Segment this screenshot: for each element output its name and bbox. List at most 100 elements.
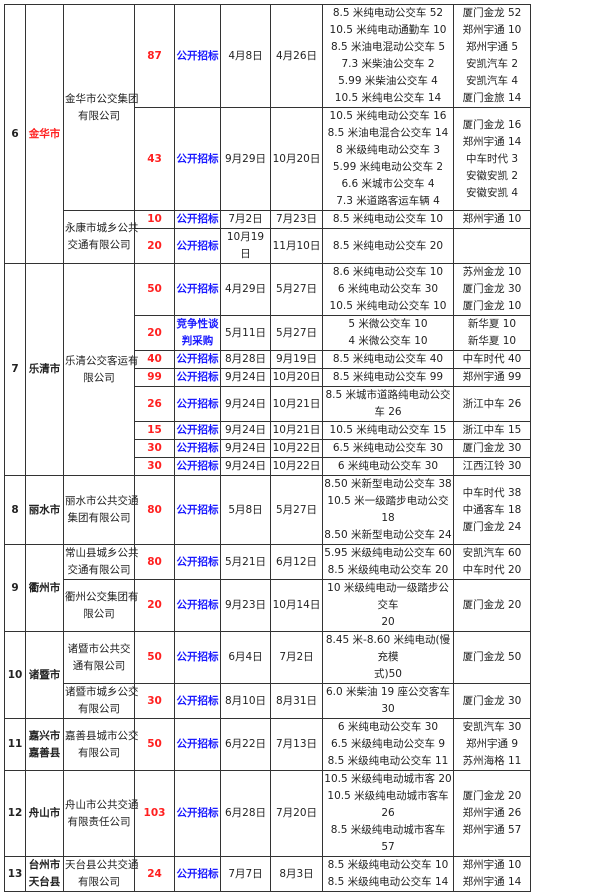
vehicle-models: 6 米纯电动公交车 30 6.5 米级纯电动公交车 9 8.5 米级纯电动公交车 1… [322,718,454,771]
procurement-method: 公开招标 [174,544,221,580]
winning-suppliers: 江西江铃 30 [453,457,531,476]
company-name: 乐清公交客运有 限公司 [63,263,139,476]
supplier-line: 厦门金旅 14 [462,92,522,104]
method-line: 公开招标 [176,807,219,819]
city-name: 丽水市 [25,475,64,545]
method-line: 公开招标 [176,239,219,252]
start-date: 6月4日 [220,631,271,684]
end-date: 10月21日 [270,386,323,422]
supplier-line: 厦门金龙 52 [462,7,522,19]
procurement-method: 公开招标 [174,368,221,387]
city-line: 嘉善县 [28,746,61,759]
vehicle-models: 8.5 米纯电动公交车 20 [322,228,454,264]
method-line: 公开招标 [176,503,219,516]
vehicle-models: 6.0 米柴油 19 座公交客车 30 [322,683,454,719]
end-date: 8月3日 [270,856,323,892]
model-line: 5.99 米纯电动公交车 2 [332,161,444,173]
supplier-line: 郑州宇通 14 [462,135,522,148]
model-line: 5.99 米柴油公交车 4 [338,75,438,87]
vehicle-models: 8.5 米纯电动公交车 10 [322,210,454,229]
winning-suppliers: 厦门金龙 52 郑州宇通 10 郑州宇通 5 安凯汽车 2 安凯汽车 4 厦门金旅 14 [453,4,531,108]
table-row: 6 金华市 金华市公交集团 有限公司 87 公开招标 4月8日 4月26日 8.5 米纯电动公交… [4,4,531,264]
company-name: 天台县公共交通 有限公司 [63,856,139,892]
vehicle-models: 8.5 米级纯电动公交车 10 8.5 米级纯电动公交车 14 [322,856,454,892]
procurement-method: 公开招标 [174,856,221,892]
company-line: 常山县城乡公共 [65,547,139,559]
city-name: 诸暨市 [25,631,64,719]
supplier-line: 中车时代 3 [465,152,519,165]
procurement-method: 公开招标 [174,457,221,476]
start-date: 9月24日 [220,421,271,440]
row-number: 9 [4,544,26,632]
supplier-line: 郑州宇通 10 [462,859,522,871]
supplier-line: 浙江中车 26 [462,397,522,410]
method-line: 公开招标 [176,283,219,295]
start-date: 9月24日 [220,386,271,422]
quantity: 43 [134,107,175,211]
company-line: 诸暨市公共交 [67,642,131,655]
table-row: 30 公开招标 9月24日 10月22日 6.5 米纯电动公交车 30 厦门金龙 30 [5,439,531,458]
procurement-method: 公开招标 [174,439,221,458]
end-date: 11月10日 [270,228,323,264]
procurement-method: 公开招标 [174,631,221,684]
quantity: 10 [134,210,175,229]
supplier-line: 苏州海格 11 [462,755,522,767]
end-date: 5月27日 [270,263,323,316]
procurement-method: 公开招标 [174,228,221,264]
end-date: 7月2日 [270,631,323,684]
supplier-line: 郑州宇通 5 [465,41,519,53]
supplier-line: 安凯汽车 30 [462,721,522,733]
company-line: 丽水市公共交通 [65,495,139,507]
end-date: 7月23日 [270,210,323,229]
supplier-line: 郑州宇通 14 [462,876,522,888]
supplier-line: 厦门金龙 30 [462,694,522,707]
company-line: 金华市公交集团 [65,92,139,105]
supplier-line: 新华夏 10 [467,335,517,347]
winning-suppliers: 厦门金龙 20 郑州宇通 26 郑州宇通 57 [453,770,531,857]
table-row: 12 舟山市 舟山市公共交通 有限责任公司 103 公开招标 6月28日 7月20日 10.5 … [4,770,531,857]
quantity: 103 [134,770,175,857]
company-line: 限公司 [83,371,115,384]
supplier-line: 厦门金龙 30 [462,283,522,295]
city-name: 台州市 天台县 [25,856,64,892]
supplier-line: 新华夏 10 [467,318,517,330]
winning-suppliers: 中车时代 40 [453,350,531,369]
method-line: 公开招标 [176,555,219,568]
company-line: 通有限公司 [72,659,126,672]
city-name: 衢州市 [25,544,64,632]
vehicle-models: 8.5 米城市道路纯电动公交车 26 [322,386,454,422]
city-name: 金华市 [25,4,64,264]
row-number: 12 [4,770,26,857]
table-row: 11 嘉兴市 嘉善县 嘉善县城市公交 有限公司 50 公开招标 6月22日 7月13日 6 米纯电… [4,718,531,771]
procurement-method: 公开招标 [174,475,221,545]
supplier-line: 厦门金龙 16 [462,118,522,131]
winning-suppliers: 郑州宇通 99 [453,368,531,387]
vehicle-models: 10 米级纯电动一级踏步公交车 20 [322,579,454,632]
vehicle-models: 10.5 米级纯电动城市客 20 10.5 米级纯电动城市客车 26 8.5 米级纯… [322,770,454,857]
winning-suppliers: 中车时代 38 中通客车 18 厦门金龙 24 [453,475,531,545]
company-line: 嘉善县城市公交 [65,729,139,742]
supplier-line: 浙江中车 15 [462,424,522,436]
company-line: 有限公司 [78,109,120,122]
start-date: 5月11日 [220,315,271,351]
method-line: 公开招标 [176,49,219,62]
supplier-line: 厦门金龙 20 [462,790,522,802]
model-line: 8.5 米纯电动公交车 40 [332,353,444,365]
end-date: 8月31日 [270,683,323,719]
end-date: 10月14日 [270,579,323,632]
model-line: 20 [381,616,395,628]
procurement-method: 公开招标 [174,107,221,211]
quantity: 30 [134,439,175,458]
model-line: 10.5 米纯电动通勤车 10 [329,24,447,36]
method-line: 公开招标 [176,353,219,365]
vehicle-models: 8.5 米纯电动公交车 52 10.5 米纯电动通勤车 10 8.5 米油电混动公交… [322,4,454,108]
procurement-method: 公开招标 [174,683,221,719]
company-name: 常山县城乡公共 交通有限公司 [63,544,139,580]
procurement-method: 公开招标 [174,4,221,108]
model-line: 8.50 米新型电动公交车 24 [324,529,452,541]
start-date: 6月22日 [220,718,271,771]
vehicle-models: 5 米微公交车 10 4 米微公交车 10 [322,315,454,351]
end-date: 7月20日 [270,770,323,857]
quantity: 15 [134,421,175,440]
supplier-line: 中车时代 40 [462,353,522,365]
